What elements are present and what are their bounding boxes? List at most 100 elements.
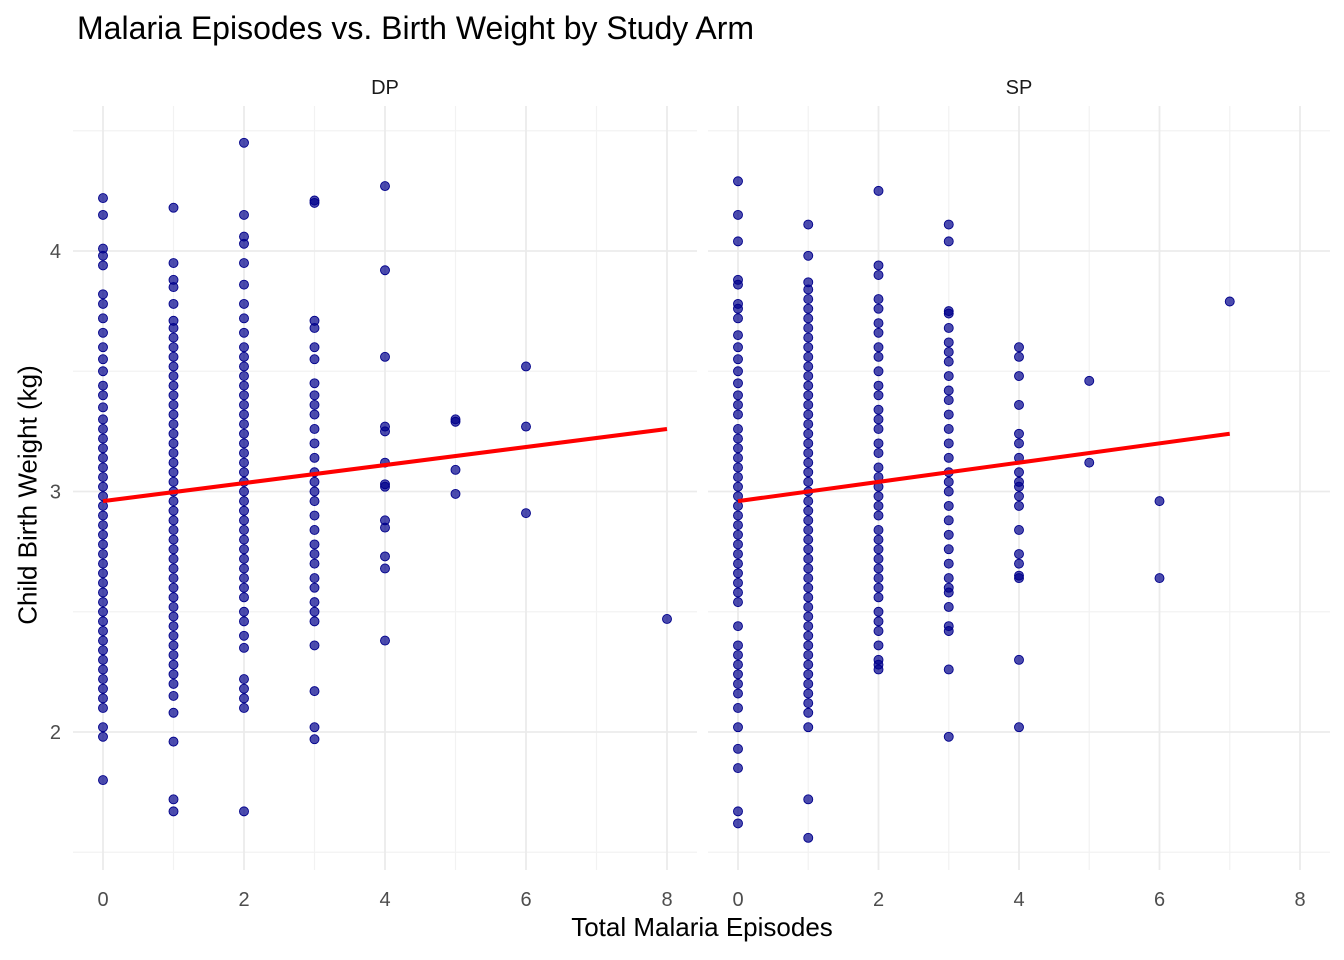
data-point — [733, 650, 743, 660]
data-point — [98, 209, 108, 220]
panel-sp: SP 0 2 4 6 8 — [708, 77, 1330, 911]
data-point — [943, 395, 954, 406]
y-tick-label: 2 — [50, 722, 61, 744]
data-point — [733, 378, 743, 389]
data-point — [168, 690, 179, 701]
data-point — [168, 298, 179, 309]
data-point — [803, 428, 814, 439]
data-point — [239, 351, 249, 362]
data-point — [98, 529, 108, 540]
data-point — [1224, 296, 1235, 307]
y-axis-label: Child Birth Weight (kg) — [12, 365, 43, 625]
data-point — [239, 371, 249, 382]
data-point — [873, 260, 884, 271]
data-point — [239, 342, 249, 353]
data-point — [873, 294, 884, 305]
data-point — [380, 265, 390, 276]
x-tick-label: 2 — [238, 889, 249, 911]
data-point — [168, 438, 179, 449]
data-point — [1154, 573, 1165, 584]
data-point — [239, 457, 249, 468]
data-point — [521, 421, 531, 432]
data-point — [239, 606, 249, 617]
data-point — [803, 399, 814, 410]
data-point — [168, 525, 179, 535]
data-point — [1014, 428, 1024, 439]
data-point — [803, 659, 814, 670]
data-point — [450, 488, 461, 499]
data-point — [98, 433, 108, 444]
data-point — [239, 525, 249, 535]
data-point — [168, 457, 179, 468]
data-point — [309, 409, 320, 420]
data-point — [943, 601, 954, 612]
data-point — [733, 659, 743, 670]
data-point — [168, 332, 179, 343]
data-point — [98, 380, 108, 391]
data-point — [380, 635, 390, 646]
data-point — [380, 426, 390, 437]
data-point — [98, 500, 108, 511]
data-point — [873, 563, 884, 574]
data-point — [309, 390, 320, 401]
data-point — [309, 476, 320, 487]
data-point — [733, 597, 743, 608]
data-point — [98, 683, 108, 694]
y-tick-label: 4 — [50, 241, 61, 263]
data-point — [239, 515, 249, 526]
data-point — [733, 472, 743, 483]
x-tick-label: 4 — [379, 889, 390, 911]
data-point — [168, 409, 179, 420]
data-point — [733, 500, 743, 511]
data-point — [1154, 496, 1165, 507]
data-point — [309, 510, 320, 521]
data-point — [239, 390, 249, 401]
data-point — [733, 433, 743, 444]
data-point — [309, 197, 320, 208]
data-point — [873, 640, 884, 651]
data-point — [380, 522, 390, 533]
data-point — [309, 539, 320, 550]
data-point — [168, 678, 179, 689]
data-point — [943, 500, 954, 511]
data-point — [239, 380, 249, 391]
facet-label: DP — [371, 77, 399, 99]
data-point — [733, 539, 743, 550]
data-point — [168, 342, 179, 353]
data-point — [803, 563, 814, 574]
data-point — [168, 611, 179, 622]
data-point — [943, 337, 954, 348]
data-point — [803, 832, 814, 843]
data-point — [309, 722, 320, 733]
data-point — [873, 626, 884, 636]
data-point — [98, 402, 108, 413]
data-point — [168, 505, 179, 516]
data-point — [168, 553, 179, 564]
data-point — [943, 587, 954, 598]
data-point — [98, 635, 108, 646]
data-point — [873, 404, 884, 415]
data-point — [803, 650, 814, 660]
data-point — [733, 313, 743, 324]
data-point — [98, 626, 108, 636]
data-point — [98, 354, 108, 365]
data-point — [803, 621, 814, 632]
data-point — [168, 258, 179, 268]
data-point — [168, 794, 179, 805]
data-point — [309, 616, 320, 627]
data-point — [803, 505, 814, 516]
data-point — [803, 351, 814, 362]
data-point — [803, 303, 814, 314]
data-point — [168, 640, 179, 651]
data-point — [733, 209, 743, 220]
data-point — [943, 452, 954, 463]
data-point — [873, 664, 884, 675]
data-point — [98, 472, 108, 483]
data-point — [168, 601, 179, 612]
data-point — [733, 669, 743, 680]
data-point — [803, 573, 814, 584]
data-point — [733, 481, 743, 492]
data-point — [168, 448, 179, 458]
data-point — [168, 544, 179, 555]
data-point — [239, 544, 249, 555]
